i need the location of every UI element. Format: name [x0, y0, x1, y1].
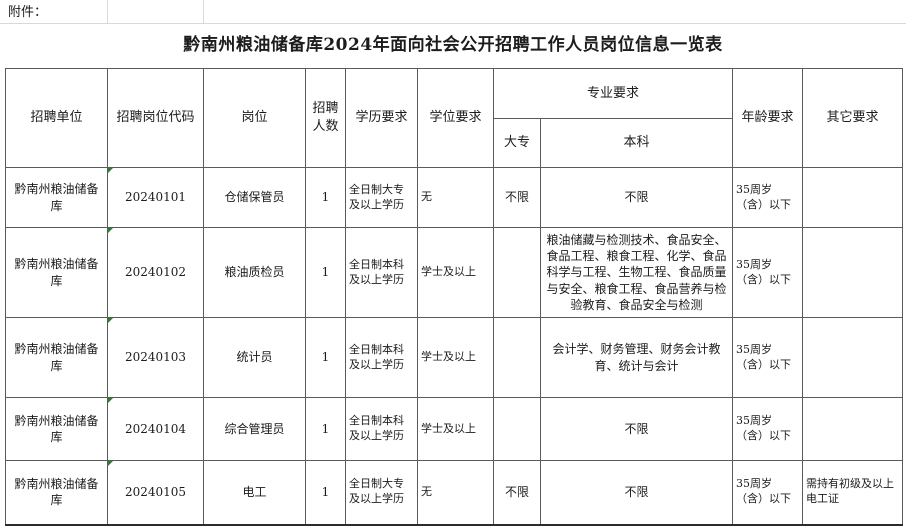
cell-other: [802, 227, 904, 318]
job-positions-table: 招聘单位 招聘岗位代码 岗位 招聘人数 学历要求 学位要求 专业要求 年龄要求 …: [5, 68, 904, 526]
header-age: 年龄要求: [732, 68, 804, 168]
header-other: 其它要求: [802, 68, 904, 168]
header-unit: 招聘单位: [5, 68, 108, 168]
cell-code: 20240105: [107, 460, 204, 525]
cell-position: 综合管理员: [203, 397, 306, 461]
header-position: 岗位: [203, 68, 306, 168]
cell-major-bachelor: 粮油储藏与检测技术、食品安全、食品工程、粮食工程、化学、食品科学与工程、生物工程…: [539, 227, 734, 318]
cell-major-bachelor: 不限: [539, 167, 734, 228]
table-row: 黔南州粮油储备库 20240101 仓储保管员 1 全日制大专及以上学历 无 不…: [5, 167, 904, 228]
faint-gridline-vertical: [203, 0, 204, 23]
cell-age: 35周岁（含）以下: [732, 167, 804, 228]
cell-position: 粮油质检员: [203, 227, 306, 318]
number-as-text-flag-icon: [108, 461, 113, 466]
cell-major-college: 不限: [493, 460, 541, 525]
cell-code: 20240103: [107, 317, 204, 398]
table-row: 黔南州粮油储备库 20240103 统计员 1 全日制本科及以上学历 学士及以上…: [5, 317, 904, 398]
cell-degree: 学士及以上: [417, 227, 494, 318]
cell-degree: 无: [417, 167, 494, 228]
cell-code: 20240102: [107, 227, 204, 318]
cell-unit: 黔南州粮油储备库: [5, 227, 108, 318]
cell-count: 1: [305, 460, 346, 525]
cell-major-bachelor: 会计学、财务管理、财务会计教育、统计与会计: [539, 317, 734, 398]
faint-gridline-vertical: [107, 0, 108, 23]
cell-education: 全日制大专及以上学历: [345, 167, 418, 228]
cell-education: 全日制大专及以上学历: [345, 460, 418, 525]
cell-degree: 学士及以上: [417, 317, 494, 398]
cell-count: 1: [305, 317, 346, 398]
cell-degree: 无: [417, 460, 494, 525]
cell-age: 35周岁（含）以下: [732, 460, 804, 525]
number-as-text-flag-icon: [108, 168, 113, 173]
number-as-text-flag-icon: [108, 398, 113, 403]
number-as-text-flag-icon: [108, 228, 113, 233]
cell-unit: 黔南州粮油储备库: [5, 460, 108, 525]
cell-count: 1: [305, 227, 346, 318]
header-major-college: 大专: [493, 118, 541, 168]
cell-major-bachelor: 不限: [539, 397, 734, 461]
header-count: 招聘人数: [305, 68, 346, 168]
header-education: 学历要求: [345, 68, 418, 168]
page-title: 黔南州粮油储备库2024年面向社会公开招聘工作人员岗位信息一览表: [183, 35, 723, 55]
cell-major-college: [493, 397, 541, 461]
cell-age: 35周岁（含）以下: [732, 317, 804, 398]
table-row: 黔南州粮油储备库 20240104 综合管理员 1 全日制本科及以上学历 学士及…: [5, 397, 904, 461]
cell-other: 需持有初级及以上电工证: [802, 460, 904, 525]
header-major-group: 专业要求: [492, 68, 734, 119]
cell-unit: 黔南州粮油储备库: [5, 167, 108, 228]
cell-count: 1: [305, 397, 346, 461]
cell-position: 统计员: [203, 317, 306, 398]
header-degree: 学位要求: [417, 68, 494, 168]
header-code: 招聘岗位代码: [107, 68, 204, 168]
cell-major-college: 不限: [493, 167, 541, 228]
faint-gridline-horizontal: [0, 23, 906, 24]
cell-age: 35周岁（含）以下: [732, 227, 804, 318]
cell-education: 全日制本科及以上学历: [345, 317, 418, 398]
cell-other: [802, 317, 904, 398]
cell-other: [802, 167, 904, 228]
table-row: 黔南州粮油储备库 20240105 电工 1 全日制大专及以上学历 无 不限 不…: [5, 460, 904, 525]
job-table-body: 黔南州粮油储备库 20240101 仓储保管员 1 全日制大专及以上学历 无 不…: [5, 167, 904, 525]
cell-major-college: [493, 317, 541, 398]
cell-other: [802, 397, 904, 461]
cell-unit: 黔南州粮油储备库: [5, 397, 108, 461]
cell-code: 20240101: [107, 167, 204, 228]
table-row: 黔南州粮油储备库 20240102 粮油质检员 1 全日制本科及以上学历 学士及…: [5, 227, 904, 318]
cell-position: 电工: [203, 460, 306, 525]
cell-code: 20240104: [107, 397, 204, 461]
cell-major-bachelor: 不限: [539, 460, 734, 525]
cell-position: 仓储保管员: [203, 167, 306, 228]
cell-degree: 学士及以上: [417, 397, 494, 461]
cell-age: 35周岁（含）以下: [732, 397, 804, 461]
cell-education: 全日制本科及以上学历: [345, 227, 418, 318]
cell-count: 1: [305, 167, 346, 228]
number-as-text-flag-icon: [108, 318, 113, 323]
cell-unit: 黔南州粮油储备库: [5, 317, 108, 398]
attachment-label: 附件：: [8, 5, 48, 20]
header-major-bachelor: 本科: [539, 118, 734, 168]
cell-major-college: [493, 227, 541, 318]
cell-education: 全日制本科及以上学历: [345, 397, 418, 461]
